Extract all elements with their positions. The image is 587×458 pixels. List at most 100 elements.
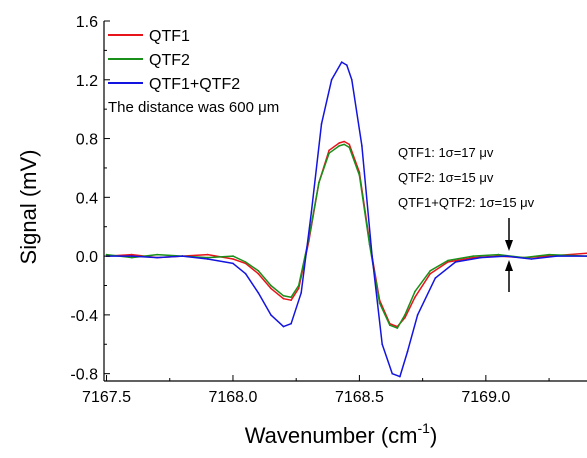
noise-line-qtf2: QTF2: 1σ=15 μv <box>398 170 494 185</box>
data-point <box>351 79 353 81</box>
data-point <box>429 273 431 275</box>
data-point <box>283 295 285 297</box>
legend-label: QTF2 <box>149 52 190 69</box>
data-point <box>290 296 292 298</box>
data-point <box>349 147 351 149</box>
data-point <box>300 292 302 294</box>
data-point <box>343 141 345 143</box>
y-tick-label: -0.4 <box>70 308 98 325</box>
noise-line-qtf1: QTF1: 1σ=17 μv <box>398 145 494 160</box>
data-point <box>417 314 419 316</box>
data-point <box>455 261 457 263</box>
data-point <box>341 61 343 63</box>
data-point <box>298 288 300 290</box>
noise-annotation: QTF1: 1σ=17 μv QTF2: 1σ=15 μv QTF1+QTF2:… <box>398 145 535 210</box>
data-point <box>258 270 260 272</box>
data-point <box>472 255 474 257</box>
data-point <box>131 254 133 256</box>
data-point <box>389 324 391 326</box>
data-point <box>232 258 234 260</box>
data-point <box>331 79 333 81</box>
data-point <box>371 255 373 257</box>
data-point <box>321 123 323 125</box>
data-point <box>245 261 247 263</box>
data-point <box>207 257 209 259</box>
data-point <box>381 344 383 346</box>
x-tick-label: 7169.0 <box>461 389 510 406</box>
data-point <box>397 327 399 329</box>
data-point <box>407 351 409 353</box>
noise-line-sum: QTF1+QTF2: 1σ=15 μv <box>398 195 535 210</box>
data-point <box>156 254 158 256</box>
data-point <box>556 255 558 257</box>
data-point <box>311 211 313 213</box>
y-tick-label: 0.0 <box>76 249 98 266</box>
data-point <box>232 263 234 265</box>
data-point <box>207 254 209 256</box>
noise-arrow-up-head <box>505 260 513 271</box>
data-point <box>379 302 381 304</box>
data-point <box>338 142 340 144</box>
data-point <box>498 254 500 256</box>
data-point <box>338 145 340 147</box>
data-point <box>392 373 394 375</box>
data-point <box>399 376 401 378</box>
y-axis-label: Signal (mV) <box>16 150 41 265</box>
data-point <box>283 298 285 300</box>
y-tick-label: 1.6 <box>76 14 98 31</box>
data-point <box>359 175 361 177</box>
x-axis-label: Wavenumber (cm-1) <box>245 420 438 448</box>
data-point <box>328 150 330 152</box>
data-point <box>258 273 260 275</box>
data-point <box>106 254 108 256</box>
data-point <box>447 260 449 262</box>
y-tick-label: 1.2 <box>76 73 98 90</box>
data-point <box>207 258 209 260</box>
series-line-1 <box>107 142 587 327</box>
data-point <box>156 257 158 259</box>
y-tick-label: -0.8 <box>70 367 98 384</box>
data-point <box>318 182 320 184</box>
data-point <box>270 285 272 287</box>
x-tick-label: 7168.0 <box>208 389 257 406</box>
data-point <box>270 288 272 290</box>
data-point <box>290 323 292 325</box>
x-tick-label: 7167.5 <box>82 389 131 406</box>
data-point <box>232 255 234 257</box>
y-tick-label: 0.8 <box>76 132 98 149</box>
distance-annotation: The distance was 600 μm <box>108 99 279 116</box>
data-point <box>435 277 437 279</box>
legend-label: QTF1 <box>149 28 190 45</box>
data-point <box>131 257 133 259</box>
data-point <box>548 254 550 256</box>
data-point <box>414 291 416 293</box>
data-point <box>290 299 292 301</box>
data-point <box>270 314 272 316</box>
data-point <box>349 144 351 146</box>
data-point <box>414 296 416 298</box>
data-point <box>258 292 260 294</box>
data-point <box>182 255 184 257</box>
data-point <box>328 152 330 154</box>
data-point <box>480 257 482 259</box>
axes-layer: -0.8 -0.4 0.0 0.4 0.8 1.2 1.6 7167.5 7168.0 7168.… <box>70 14 587 406</box>
data-point <box>131 255 133 257</box>
noise-arrow-down-head <box>505 240 513 251</box>
data-point <box>404 314 406 316</box>
data-point <box>361 145 363 147</box>
y-tick-label: 0.4 <box>76 190 98 207</box>
series-line-2 <box>107 144 587 328</box>
data-point <box>343 144 345 146</box>
data-point <box>369 244 371 246</box>
data-point <box>346 64 348 66</box>
x-tick-label: 7168.5 <box>335 389 384 406</box>
data-point <box>245 273 247 275</box>
data-point <box>283 326 285 328</box>
data-point <box>505 255 507 257</box>
data-point <box>531 258 533 260</box>
data-point <box>429 270 431 272</box>
data-point <box>298 285 300 287</box>
